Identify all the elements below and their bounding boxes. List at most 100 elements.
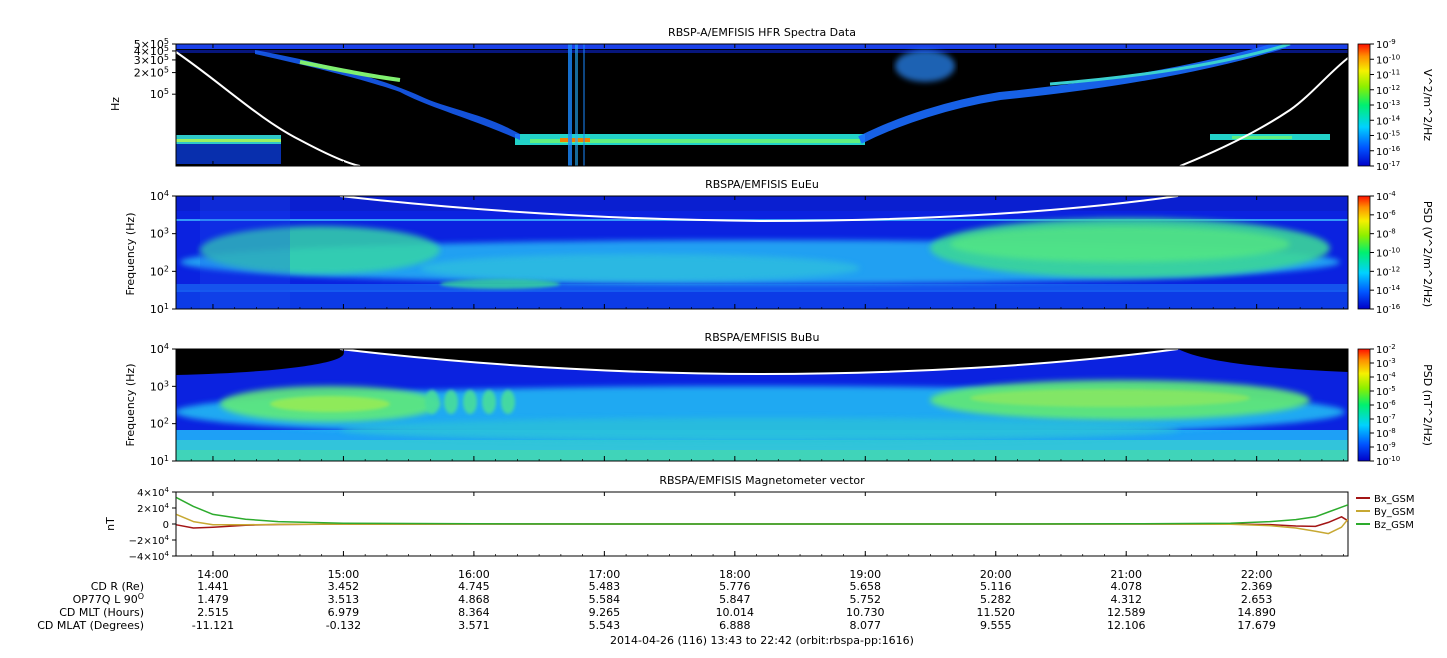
ephemeris-value: 5.116	[980, 580, 1012, 593]
x-tick-label: 16:00	[458, 568, 490, 581]
y-tick-label: 102	[150, 264, 169, 278]
hfr-colorbar-ticks: 10-9 10-10 10-11 10-12 10-13 10-14 10-15 10-16 1…	[1370, 38, 1401, 173]
colorbar-tick-label: 10-10	[1376, 247, 1400, 260]
ephemeris-value: 5.776	[719, 580, 751, 593]
ephemeris-value: 1.441	[197, 580, 229, 593]
ephemeris-value: 8.077	[850, 619, 882, 632]
ephemeris-value: 17.679	[1237, 619, 1276, 632]
hfr-spectrogram	[176, 44, 1348, 166]
ephemeris-row-label: CD R (Re)	[91, 580, 144, 593]
ephemeris-value: 2.369	[1241, 580, 1273, 593]
ephemeris-value: 4.868	[458, 593, 490, 606]
colorbar-tick-label: 10-13	[1376, 99, 1400, 112]
ephemeris-value: 2.515	[197, 606, 229, 619]
ephemeris-value: 12.589	[1107, 606, 1146, 619]
colorbar-tick-label: 10-8	[1376, 228, 1396, 241]
y-tick-label: 103	[150, 227, 169, 241]
ephemeris-value: 14.890	[1237, 606, 1276, 619]
mag-legend: Bx_GSM By_GSM Bz_GSM	[1356, 494, 1415, 531]
ephemeris-value: 10.730	[846, 606, 885, 619]
mag-panel: RBSPA/EMFISIS Magnetometer vector 4×104 2…	[104, 474, 1415, 563]
y-tick-label: 101	[150, 302, 169, 316]
ephemeris-row-label: CD MLT (Hours)	[59, 606, 144, 619]
y-tick-label: 5×105	[134, 37, 169, 51]
y-tick-label: 103	[150, 379, 169, 393]
colorbar-tick-label: 10-10	[1376, 53, 1400, 66]
colorbar-tick-label: 10-7	[1376, 413, 1396, 426]
ephemeris-value: 11.520	[976, 606, 1015, 619]
colorbar-tick-label: 10-6	[1376, 399, 1396, 412]
colorbar-tick-label: 10-6	[1376, 209, 1396, 222]
y-tick-label: −2×104	[129, 534, 170, 547]
colorbar-tick-label: 10-4	[1376, 371, 1396, 384]
x-tick-label: 17:00	[589, 568, 621, 581]
bubu-title: RBSPA/EMFISIS BuBu	[705, 331, 820, 344]
y-tick-label: 2×104	[137, 502, 169, 515]
x-tick-label: 19:00	[849, 568, 881, 581]
hfr-colorbar	[1357, 43, 1371, 167]
hfr-colorbar-label: V^2/m^2/Hz	[1421, 69, 1434, 141]
bubu-y-axis: 101 102 103 104	[150, 342, 176, 468]
colorbar-tick-label: 10-12	[1376, 265, 1400, 278]
ephemeris-table: CD R (Re) 1.441 3.452 4.745 5.483 5.776 5.658 5…	[37, 580, 1276, 632]
footer-caption: 2014-04-26 (116) 13:43 to 22:42 (orbit:r…	[610, 634, 914, 647]
y-tick-label: 0	[163, 520, 169, 531]
legend-label: By_GSM	[1374, 507, 1415, 518]
colorbar-tick-label: 10-16	[1376, 145, 1401, 158]
bubu-colorbar	[1357, 348, 1371, 462]
colorbar-tick-label: 10-15	[1376, 130, 1400, 143]
bubu-colorbar-label: PSD (nT^2/Hz)	[1421, 364, 1434, 446]
colorbar-tick-label: 10-8	[1376, 427, 1396, 440]
y-tick-label: 104	[150, 342, 169, 356]
ephemeris-value: 5.752	[850, 593, 882, 606]
colorbar-tick-label: 10-17	[1376, 160, 1400, 173]
ephemeris-value: 9.265	[589, 606, 621, 619]
ephemeris-value: 4.078	[1110, 580, 1142, 593]
ephemeris-value: 6.888	[719, 619, 751, 632]
colorbar-tick-label: 10-14	[1376, 114, 1401, 127]
ephemeris-value: 4.312	[1110, 593, 1142, 606]
colorbar-tick-label: 10-2	[1376, 343, 1396, 356]
eueu-title: RBSPA/EMFISIS EuEu	[705, 178, 819, 191]
eueu-colorbar	[1357, 195, 1371, 310]
hfr-ylabel: Hz	[109, 97, 122, 111]
bubu-spectrogram	[176, 349, 1348, 461]
ephemeris-value: 5.584	[589, 593, 621, 606]
ephemeris-value: -11.121	[192, 619, 234, 632]
colorbar-tick-label: 10-10	[1376, 455, 1400, 468]
x-tick-label: 14:00	[197, 568, 229, 581]
colorbar-tick-label: 10-3	[1376, 357, 1396, 370]
ephemeris-value: 10.014	[716, 606, 755, 619]
mag-y-axis: 4×104 2×104 0 −2×104 −4×104	[129, 486, 176, 563]
ephemeris-value: 4.745	[458, 580, 490, 593]
eueu-colorbar-ticks: 10-4 10-6 10-8 10-10 10-12 10-14 10-16	[1370, 190, 1401, 316]
bubu-ylabel: Frequency (Hz)	[124, 364, 137, 447]
mag-ylabel: nT	[104, 517, 117, 531]
ephemeris-value: 5.282	[980, 593, 1012, 606]
time-axis-ticks	[190, 44, 1345, 556]
series-line-bz_gsm	[176, 496, 1348, 525]
bubu-colorbar-ticks: 10-210-310-410-510-610-710-810-910-10	[1370, 343, 1400, 468]
ephemeris-value: -0.132	[326, 619, 361, 632]
y-tick-label: 4×105	[134, 44, 169, 58]
y-tick-label: 104	[150, 189, 169, 203]
x-tick-label: 22:00	[1241, 568, 1273, 581]
eueu-spectrogram	[176, 196, 1348, 309]
ephemeris-value: 6.979	[328, 606, 360, 619]
legend-label: Bx_GSM	[1374, 494, 1415, 505]
time-axis-labels: 14:00 15:00 16:00 17:00 18:00 19:00 20:00 21:00…	[197, 568, 1272, 581]
colorbar-tick-label: 10-11	[1376, 69, 1400, 82]
eueu-ylabel: Frequency (Hz)	[124, 213, 137, 296]
ephemeris-value: 5.543	[589, 619, 621, 632]
eueu-colorbar-label: PSD (V^2/m^2/Hz)	[1421, 201, 1434, 307]
ephemeris-value: 8.364	[458, 606, 490, 619]
ephemeris-row-label: CD MLAT (Degrees)	[37, 619, 144, 632]
x-tick-label: 20:00	[980, 568, 1012, 581]
hfr-panel: RBSP-A/EMFISIS HFR Spectra Data 1	[109, 26, 1434, 173]
mag-title: RBSPA/EMFISIS Magnetometer vector	[659, 474, 865, 487]
ephemeris-value: 9.555	[980, 619, 1012, 632]
ephemeris-value: 3.513	[328, 593, 360, 606]
